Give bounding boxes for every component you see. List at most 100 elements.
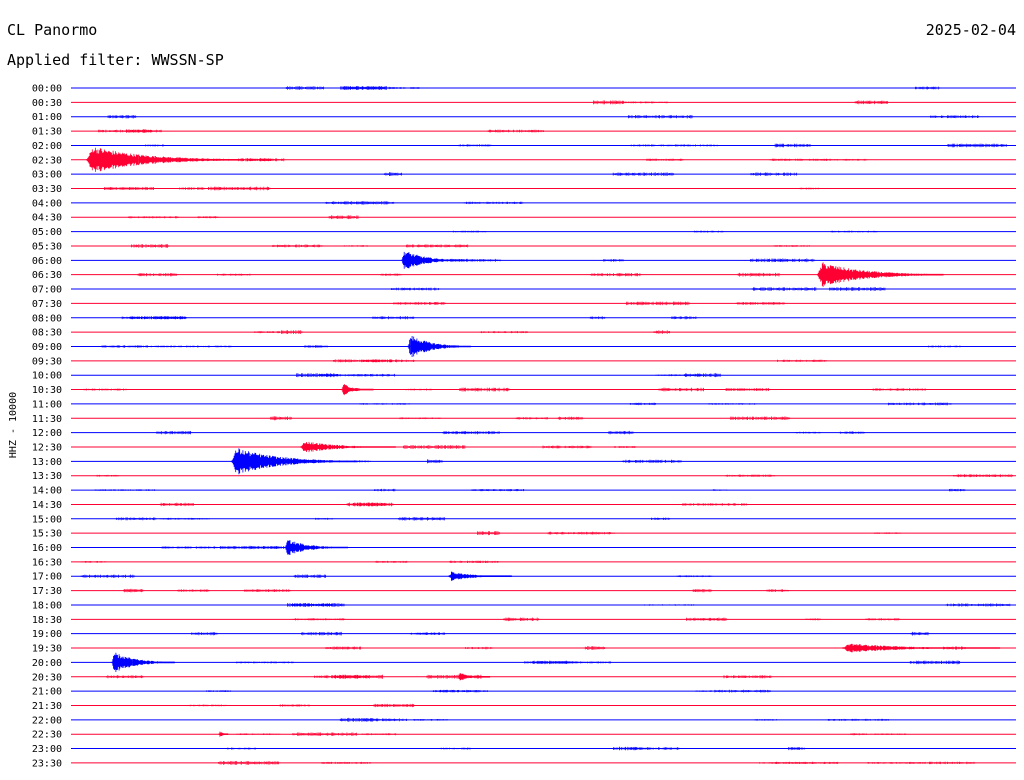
- time-label: 13:00: [32, 457, 62, 468]
- time-label: 11:00: [32, 399, 62, 410]
- trace-signal: [296, 373, 721, 378]
- trace-signal: [593, 100, 888, 105]
- y-axis-label: HHZ - 10000: [8, 392, 19, 458]
- time-label: 10:00: [32, 371, 62, 382]
- time-label: 13:30: [32, 471, 62, 482]
- station-title: CL Panormo: [7, 21, 98, 39]
- trace-signal: [401, 251, 815, 269]
- time-label: 10:30: [32, 385, 62, 396]
- trace-signal: [254, 330, 670, 334]
- time-label: 08:00: [32, 313, 62, 324]
- time-label: 00:30: [32, 98, 62, 109]
- time-label: 01:00: [32, 112, 62, 123]
- trace-signal: [128, 215, 359, 220]
- time-label: 01:30: [32, 127, 62, 138]
- trace-signal: [86, 147, 867, 172]
- trace-signal: [123, 588, 789, 593]
- time-label: 08:30: [32, 328, 62, 339]
- trace-signal: [218, 761, 975, 765]
- trace-signal: [145, 143, 1007, 148]
- time-label: 20:30: [32, 672, 62, 683]
- time-label: 11:30: [32, 414, 62, 425]
- time-label: 16:00: [32, 543, 62, 554]
- time-label: 19:00: [32, 629, 62, 640]
- trace-signal: [80, 560, 499, 563]
- trace-signal: [107, 115, 979, 119]
- trace-signal: [206, 689, 771, 693]
- trace-signal: [231, 448, 682, 475]
- time-label: 15:00: [32, 514, 62, 525]
- trace-signal: [94, 488, 966, 492]
- trace-signal: [270, 416, 790, 421]
- trace-signal: [189, 703, 415, 708]
- trace-signal: [218, 731, 907, 737]
- time-label: 21:00: [32, 687, 62, 698]
- trace-signal: [131, 244, 810, 248]
- trace-signal: [477, 531, 901, 536]
- trace-signal: [96, 474, 1013, 478]
- time-label: 20:00: [32, 658, 62, 669]
- time-label: 07:00: [32, 285, 62, 296]
- time-label: 07:30: [32, 299, 62, 310]
- time-label: 23:30: [32, 758, 62, 769]
- time-label: 12:30: [32, 443, 62, 454]
- time-label: 19:30: [32, 644, 62, 655]
- trace-signal: [227, 746, 805, 751]
- trace-signal: [106, 673, 772, 681]
- time-label: 09:00: [32, 342, 62, 353]
- trace-signal: [300, 441, 636, 453]
- trace-signal: [333, 359, 828, 363]
- time-label: 06:00: [32, 256, 62, 267]
- time-label: 03:00: [32, 170, 62, 181]
- time-label: 03:30: [32, 184, 62, 195]
- trace-signal: [111, 652, 960, 672]
- time-label: 14:00: [32, 486, 62, 497]
- trace-signal: [325, 201, 524, 205]
- time-label: 18:30: [32, 615, 62, 626]
- time-label: 17:30: [32, 586, 62, 597]
- time-label: 14:30: [32, 500, 62, 511]
- trace-signal: [287, 603, 1011, 607]
- time-label: 16:30: [32, 557, 62, 568]
- trace-signal: [384, 172, 797, 176]
- trace-signal: [137, 262, 944, 287]
- trace-signal: [452, 230, 878, 233]
- trace-signal: [359, 402, 952, 406]
- time-label: 02:30: [32, 155, 62, 166]
- trace-signal: [156, 430, 865, 435]
- time-label: 09:30: [32, 356, 62, 367]
- time-label: 22:30: [32, 730, 62, 741]
- filter-label: Applied filter: WWSSN-SP: [7, 51, 224, 69]
- trace-signal: [101, 336, 961, 357]
- time-label: 02:00: [32, 141, 62, 152]
- trace-signal: [80, 571, 713, 581]
- trace-signal: [292, 617, 900, 622]
- trace-signal: [98, 129, 544, 133]
- time-label: 12:00: [32, 428, 62, 439]
- trace-signal: [82, 384, 926, 396]
- trace-signal: [116, 517, 670, 521]
- trace-signal: [285, 86, 940, 90]
- trace-signal: [391, 287, 886, 291]
- time-label: 05:30: [32, 241, 62, 252]
- trace-signal: [191, 631, 929, 636]
- trace-signal: [104, 186, 819, 191]
- trace-signal: [160, 502, 747, 507]
- trace-signal: [325, 643, 1000, 653]
- trace-signal: [121, 316, 697, 320]
- time-label: 22:00: [32, 715, 62, 726]
- time-label: 23:00: [32, 744, 62, 755]
- date-label: 2025-02-04: [925, 21, 1016, 39]
- time-label: 18:00: [32, 600, 62, 611]
- time-labels: 00:00 00:30 01:00 01:30 02:00 02:30 03:00 03:30…: [32, 84, 62, 770]
- time-label: 06:30: [32, 270, 62, 281]
- traces: [71, 86, 1016, 765]
- time-label: 00:00: [32, 84, 62, 95]
- trace-signal: [161, 540, 348, 555]
- trace-signal: [339, 717, 889, 722]
- time-label: 17:00: [32, 572, 62, 583]
- time-label: 21:30: [32, 701, 62, 712]
- time-label: 04:30: [32, 213, 62, 224]
- time-label: 15:30: [32, 529, 62, 540]
